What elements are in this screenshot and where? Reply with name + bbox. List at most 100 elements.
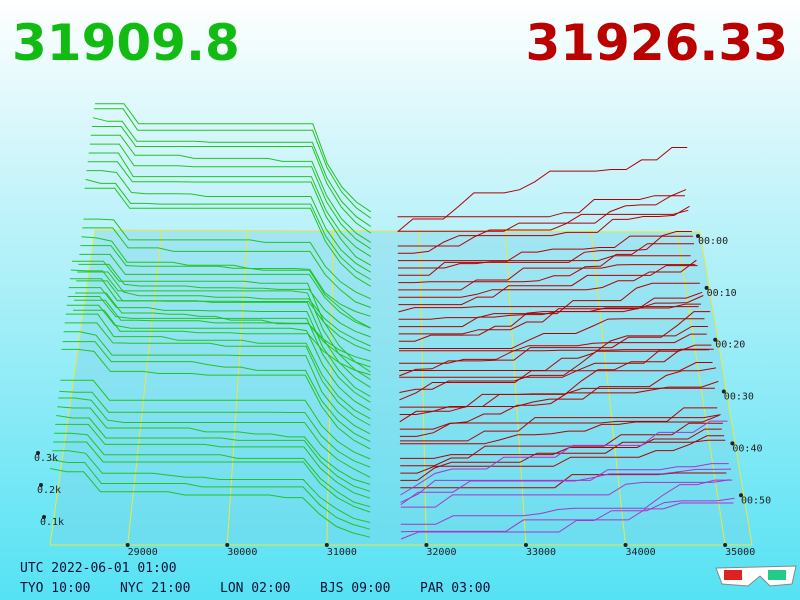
bid-depth-line [87, 161, 372, 266]
zone-time: LON 02:00 [220, 581, 290, 596]
time-tick-label: 00:40 [732, 443, 762, 454]
3d-glasses-icon[interactable] [715, 565, 797, 587]
bid-depth-line [74, 299, 371, 368]
price-grid-line [127, 229, 163, 546]
time-tick [704, 285, 709, 290]
depth-tick [39, 483, 43, 487]
bid-depth-line [80, 245, 371, 329]
bid-depth-line [81, 236, 371, 317]
price-tick-label: 33000 [526, 547, 556, 558]
ask-depth-line [397, 209, 689, 247]
bid-depth-line [82, 227, 371, 308]
time-tick-label: 00:20 [715, 340, 745, 351]
bid-depth-line [67, 296, 371, 403]
price-tick-label: 29000 [128, 547, 158, 558]
bid-depth-line [64, 322, 371, 426]
bid-depth-line [68, 287, 371, 397]
ask-price: 31926.33 [525, 14, 788, 72]
time-tick [730, 441, 735, 446]
price-grid-line [226, 229, 249, 546]
ask-depth-line [400, 435, 725, 474]
bid-depth-line [56, 415, 371, 492]
depth-tick-label: 0.1k [40, 517, 64, 528]
depth-tick-label: 0.3k [34, 453, 58, 464]
ask-depth-line [399, 349, 706, 352]
ask-depth-line [400, 479, 733, 525]
bid-depth-line [88, 152, 372, 258]
ask-depth-line [398, 295, 704, 342]
bid-depth-line [79, 253, 371, 329]
ask-depth-line [400, 463, 729, 503]
ask-depth-line [398, 303, 701, 328]
bid-depth-line [66, 304, 371, 411]
price-grid-line [504, 229, 527, 546]
ask-depth-line [398, 318, 705, 349]
bid-depth-line [92, 117, 372, 227]
ask-depth-line [400, 468, 732, 506]
ask-depth-line [399, 344, 712, 393]
price-tick [324, 543, 329, 547]
bid-depth-line [70, 269, 371, 381]
bid-depth-line [57, 406, 371, 485]
ask-depth-line [399, 333, 707, 364]
bid-depth-line [53, 441, 371, 513]
bid-depth-line [86, 170, 371, 273]
price-tick [623, 543, 628, 547]
bid-depth-line [62, 341, 371, 443]
ask-depth-line [400, 497, 735, 540]
ask-depth-line [399, 362, 713, 401]
ask-depth-line [398, 243, 695, 284]
ask-depth-line [400, 479, 730, 508]
bid-depth-line [91, 126, 372, 234]
floor-grid [49, 229, 753, 546]
bid-depth-line [52, 450, 371, 523]
time-tick [713, 337, 718, 342]
ask-depth-line [397, 195, 685, 218]
bid-depth-line [69, 278, 371, 388]
bid-depth-line [58, 397, 371, 478]
time-tick [721, 389, 726, 394]
bid-depth-line [61, 348, 371, 450]
ask-depth-line [400, 439, 726, 481]
price-tick-label: 35000 [725, 547, 755, 558]
price-tick [125, 543, 130, 547]
bid-depth-line [77, 271, 371, 347]
ask-depth-line [400, 414, 721, 442]
ask-depth-line [400, 422, 723, 467]
bid-depth-line [94, 108, 372, 219]
price-tick-label: 34000 [626, 547, 656, 558]
time-tick-label: 00:10 [707, 288, 737, 299]
ask-depth-line [398, 231, 692, 269]
bid-depth-line [59, 390, 371, 468]
ask-depth-line [398, 264, 696, 291]
ask-depth-line [400, 428, 722, 459]
ask-depth-line [397, 205, 690, 254]
price-tick [424, 543, 429, 547]
ask-depth-line [397, 189, 687, 232]
bid-depth-line [50, 459, 371, 530]
ask-depth-line [399, 414, 720, 445]
bid-depth-line [83, 218, 371, 300]
zone-time: NYC 21:00 [120, 581, 190, 596]
bid-depth-line [84, 187, 371, 287]
bid-depth-line [95, 103, 372, 213]
price-tick-label: 31000 [327, 547, 357, 558]
ask-depth-line [400, 502, 734, 533]
bid-price: 31909.8 [12, 14, 240, 72]
price-tick [225, 543, 230, 547]
time-tick-label: 00:50 [741, 495, 771, 506]
bid-depth-line [78, 263, 371, 338]
ask-depth-line [398, 291, 703, 335]
bid-depth-line [89, 143, 372, 250]
time-tick-label: 00:30 [724, 392, 754, 403]
depth-tick [36, 451, 40, 455]
price-grid-line [590, 229, 627, 546]
price-tick-label: 30000 [227, 547, 257, 558]
ask-depth-line [399, 311, 711, 377]
ask-depth-line [397, 147, 688, 233]
depth-lines [49, 103, 735, 540]
bid-depth-line [72, 260, 371, 373]
price-tick [523, 543, 528, 547]
ask-depth-line [398, 259, 697, 298]
